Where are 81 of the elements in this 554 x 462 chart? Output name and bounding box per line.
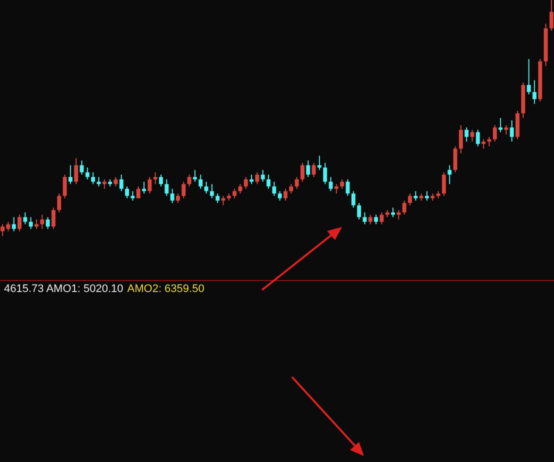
candlestick xyxy=(91,172,96,185)
candlestick xyxy=(159,174,163,187)
candlestick xyxy=(391,207,395,218)
candlestick xyxy=(510,120,514,142)
candlestick xyxy=(244,176,248,190)
candlestick xyxy=(334,184,338,194)
candlestick xyxy=(221,195,226,206)
candlestick xyxy=(164,178,169,196)
candlestick xyxy=(346,178,350,196)
candlestick xyxy=(549,0,554,32)
candlestick xyxy=(260,169,265,182)
candlestick xyxy=(46,216,50,230)
candlestick xyxy=(102,178,106,190)
text: AMO2: 6359.50 xyxy=(127,283,204,295)
candlestick xyxy=(476,129,480,147)
candlestick xyxy=(119,174,124,192)
candlestick xyxy=(210,184,214,199)
candlestick xyxy=(176,193,180,204)
candlestick xyxy=(74,158,78,185)
candlestick xyxy=(266,174,270,190)
candlestick xyxy=(68,164,72,185)
candlestick xyxy=(323,162,328,185)
candlestick xyxy=(380,212,384,225)
candlestick xyxy=(34,218,38,230)
candlestick xyxy=(516,110,520,140)
candlestick xyxy=(374,214,378,225)
candlestick xyxy=(340,178,344,190)
candlestick xyxy=(289,184,294,194)
candlestick xyxy=(96,176,101,187)
candlestick xyxy=(80,160,84,176)
candlestick xyxy=(458,124,463,154)
candlestick xyxy=(182,181,186,199)
text: 4615.73 AMO1: 5020.10 xyxy=(4,283,124,295)
candlestick xyxy=(442,172,446,196)
candlestick xyxy=(216,193,220,204)
candlestick xyxy=(470,129,474,142)
candlestick xyxy=(192,169,197,182)
candlestick xyxy=(306,160,310,178)
candlestick xyxy=(28,216,33,230)
candlestick xyxy=(464,126,469,142)
candlestick xyxy=(294,176,299,190)
candlestick xyxy=(532,80,536,104)
candlestick xyxy=(272,181,276,196)
candlestick xyxy=(487,136,492,147)
candlestick xyxy=(114,176,118,187)
candlestick xyxy=(40,214,44,230)
candlestick xyxy=(402,200,406,216)
candlestick xyxy=(62,174,67,199)
candlestick xyxy=(57,193,62,213)
candlestick xyxy=(238,184,242,194)
candlestick xyxy=(51,207,56,230)
candlestick xyxy=(12,216,16,232)
candlestick xyxy=(368,214,372,225)
candlestick xyxy=(357,202,362,220)
candlestick xyxy=(504,124,508,136)
candlestick xyxy=(153,172,158,185)
candlestick xyxy=(170,188,174,204)
candlestick xyxy=(23,212,28,225)
candlestick xyxy=(498,118,503,133)
candlestick xyxy=(362,212,367,225)
candlestick xyxy=(526,58,531,95)
candlestick xyxy=(300,162,304,182)
candlestick xyxy=(125,186,130,199)
candlestick xyxy=(255,172,260,185)
candlestick xyxy=(492,124,497,142)
candlestick xyxy=(482,138,486,150)
candlestick xyxy=(85,167,90,180)
candlestick xyxy=(317,155,322,170)
candlestick xyxy=(408,193,412,206)
candlestick xyxy=(328,176,333,192)
candlestick xyxy=(351,190,356,208)
candlestick xyxy=(198,174,203,190)
candlestick xyxy=(278,190,282,202)
candlestick xyxy=(312,162,316,178)
candlestick xyxy=(187,174,192,187)
candlestick xyxy=(448,164,452,185)
candlestick xyxy=(148,176,152,194)
candlestick xyxy=(396,210,401,220)
candlestick xyxy=(232,188,237,199)
candlestick xyxy=(284,188,288,202)
candlestick xyxy=(18,214,22,232)
